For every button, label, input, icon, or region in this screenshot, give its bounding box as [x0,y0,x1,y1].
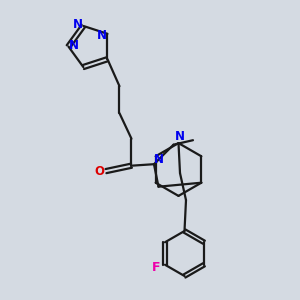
Text: N: N [97,29,106,42]
Text: N: N [69,39,79,52]
Text: N: N [175,130,185,143]
Text: F: F [152,261,160,274]
Text: N: N [73,18,83,31]
Text: N: N [154,153,164,166]
Text: O: O [94,165,104,178]
